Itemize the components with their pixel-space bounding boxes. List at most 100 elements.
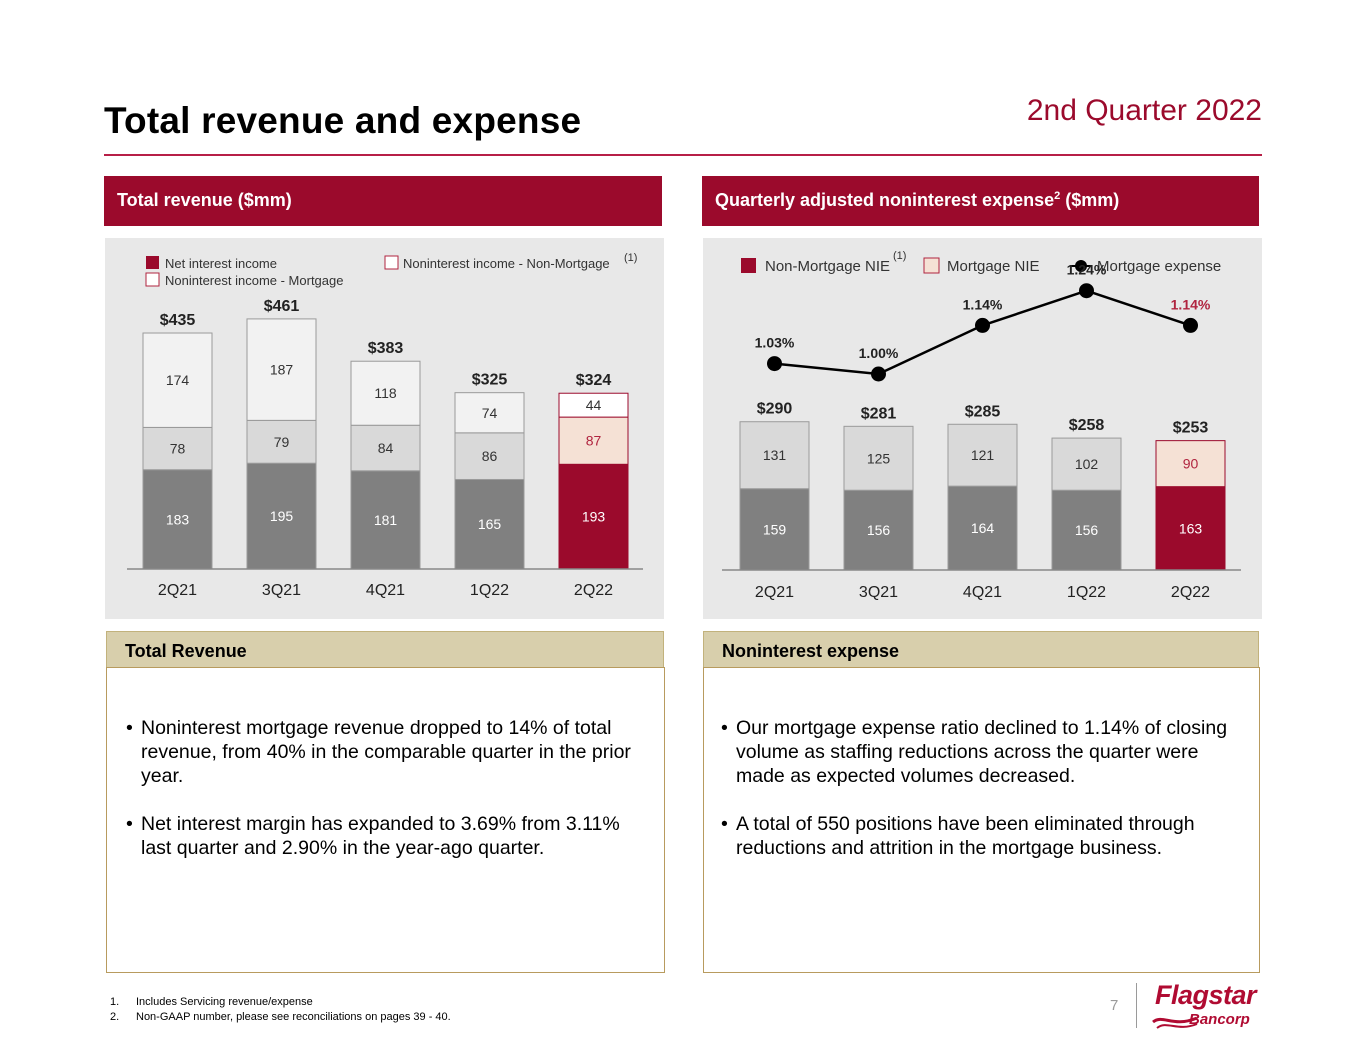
bar-segment <box>947 423 1018 487</box>
bar-value-label: 78 <box>170 441 186 457</box>
bar-segment <box>843 489 914 571</box>
x-tick-label: 1Q22 <box>470 582 509 599</box>
revenue-commentary-box: Noninterest mortgage revenue dropped to … <box>106 667 665 973</box>
bar-total-label: $435 <box>160 312 196 329</box>
bar-value-label: 90 <box>1183 456 1199 472</box>
x-tick-label: 2Q21 <box>755 584 794 601</box>
footnote-text: Includes Servicing revenue/expense <box>136 996 313 1008</box>
bar-value-label: 125 <box>867 450 891 466</box>
bar-total-label: $253 <box>1173 420 1209 437</box>
line-point <box>871 366 886 382</box>
footnote-number: 1. <box>110 996 120 1008</box>
x-tick-label: 2Q21 <box>158 582 197 599</box>
bar-segment <box>246 318 317 421</box>
bar-total-label: $324 <box>576 372 612 389</box>
legend-footnote-ref: (1) <box>624 252 637 264</box>
expense-chart-header-unit: ($mm) <box>1060 190 1120 210</box>
title-divider <box>104 154 1262 156</box>
bar-segment <box>739 488 810 571</box>
footnote: 1. Includes Servicing revenue/expense <box>110 996 313 1008</box>
revenue-chart: Net interest income Noninterest income - … <box>127 252 643 599</box>
bar-segment <box>454 432 525 480</box>
bar-value-label: 74 <box>482 405 498 421</box>
bar-value-label: 183 <box>166 511 190 527</box>
line-point <box>767 356 782 372</box>
expense-chart-header-text: Quarterly adjusted noninterest expense <box>715 190 1055 210</box>
legend-swatch <box>741 258 756 273</box>
expense-bullet: A total of 550 positions have been elimi… <box>712 812 1251 860</box>
line-value-label: 1.14% <box>963 296 1003 312</box>
bar-segment <box>843 425 914 491</box>
bar-value-label: 187 <box>270 362 294 378</box>
legend-label: Net interest income <box>165 256 277 271</box>
x-tick-label: 2Q22 <box>574 582 613 599</box>
x-tick-label: 4Q21 <box>963 584 1002 601</box>
bar-value-label: 79 <box>274 434 290 450</box>
legend-swatch <box>384 255 399 270</box>
revenue-chart-header-text: Total revenue ($mm) <box>117 190 292 210</box>
bar-total-label: $285 <box>965 403 1001 420</box>
bar-segment <box>142 332 213 428</box>
expense-chart-header-sup: 2 <box>1054 190 1061 202</box>
line-value-label: 1.24% <box>1067 262 1107 278</box>
bar-value-label: 159 <box>763 521 787 537</box>
legend-swatch <box>146 256 159 269</box>
bar-value-label: 86 <box>482 448 498 464</box>
bar-segment <box>454 478 525 570</box>
footnote: 2. Non-GAAP number, please see reconcilia… <box>110 1011 451 1023</box>
bar-total-label: $461 <box>264 298 300 315</box>
line-point <box>1183 317 1198 333</box>
bar-segment <box>1155 486 1226 571</box>
bar-segment <box>246 419 317 464</box>
bar-segment <box>350 360 421 426</box>
expense-commentary-header: Noninterest expense <box>703 631 1259 668</box>
footer-divider <box>1136 983 1137 1028</box>
legend-footnote-ref: (1) <box>893 250 906 262</box>
bar-segment <box>1051 437 1122 491</box>
revenue-chart-header: Total revenue ($mm) <box>104 176 662 226</box>
bar-value-label: 102 <box>1075 456 1099 472</box>
bar-value-label: 131 <box>763 447 787 463</box>
expense-bullet: Our mortgage expense ratio declined to 1… <box>712 716 1251 788</box>
bar-segment <box>350 424 421 472</box>
x-tick-label: 2Q22 <box>1171 584 1210 601</box>
bar-value-label: 156 <box>1075 522 1099 538</box>
footnote-text: Non-GAAP number, please see reconciliati… <box>136 1011 451 1023</box>
x-tick-label: 3Q21 <box>859 584 898 601</box>
x-tick-label: 3Q21 <box>262 582 301 599</box>
expense-chart-header: Quarterly adjusted noninterest expense2 … <box>702 176 1259 226</box>
line-point <box>1079 283 1094 299</box>
revenue-bullet: Noninterest mortgage revenue dropped to … <box>117 716 652 788</box>
bar-total-label: $383 <box>368 340 404 357</box>
bar-value-label: 156 <box>867 522 891 538</box>
expense-bullets: Our mortgage expense ratio declined to 1… <box>712 716 1251 860</box>
bar-total-label: $290 <box>757 401 793 418</box>
logo-wave-icon <box>1152 1016 1198 1029</box>
page-title: Total revenue and expense <box>104 100 582 141</box>
revenue-chart-panel: Net interest income Noninterest income - … <box>105 238 664 619</box>
bar-value-label: 195 <box>270 508 294 524</box>
bar-value-label: 165 <box>478 516 502 532</box>
quarter-label: 2nd Quarter 2022 <box>1026 94 1262 127</box>
bar-total-label: $325 <box>472 372 508 389</box>
bar-segment <box>947 485 1018 571</box>
x-tick-label: 4Q21 <box>366 582 405 599</box>
revenue-bullet: Net interest margin has expanded to 3.69… <box>117 812 652 860</box>
bar-segment <box>558 463 629 570</box>
page-number: 7 <box>1110 997 1119 1014</box>
expense-chart-panel: Non-Mortgage NIE (1) Mortgage NIE Mortgage … <box>703 238 1262 619</box>
line-point <box>975 317 990 333</box>
bar-value-label: 118 <box>374 385 397 401</box>
bar-segment <box>142 426 213 471</box>
footnote-number: 2. <box>110 1011 120 1023</box>
expense-chart: Non-Mortgage NIE(1) Mortgage NIE Mortgage … <box>722 250 1241 601</box>
logo-wordmark: Flagstar <box>1155 980 1257 1010</box>
revenue-commentary-header: Total Revenue <box>106 631 664 668</box>
bar-value-label: 164 <box>971 520 995 536</box>
bar-value-label: 193 <box>582 509 606 525</box>
revenue-bullets: Noninterest mortgage revenue dropped to … <box>117 716 652 860</box>
x-tick-label: 1Q22 <box>1067 584 1106 601</box>
logo-subword: Bancorp <box>1189 1011 1250 1028</box>
bar-value-label: 163 <box>1179 520 1203 536</box>
bar-segment <box>454 392 525 434</box>
